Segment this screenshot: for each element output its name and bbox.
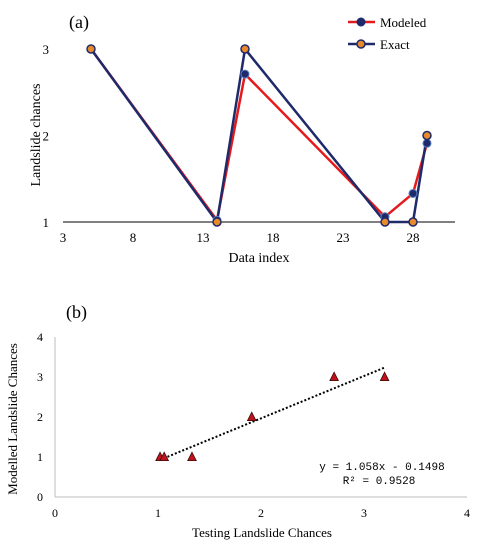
y-tick-label: 3 xyxy=(37,370,43,384)
chart-b-y-axis-label: Modelled Landslide Chances xyxy=(5,343,20,495)
legend-modeled-marker xyxy=(356,17,366,27)
y-tick-label: 2 xyxy=(37,410,43,424)
trendline-equation: y = 1.058x - 0.1498 xyxy=(319,462,444,474)
x-tick-label: 4 xyxy=(464,506,470,520)
x-tick-label: 1 xyxy=(155,506,161,520)
point-exact xyxy=(408,217,418,227)
x-tick-label: 8 xyxy=(130,230,137,245)
panel-b-label: (b) xyxy=(66,302,87,323)
y-tick-label: 1 xyxy=(43,215,50,230)
point-modeled xyxy=(408,188,418,198)
chart-b: 0 1 2 3 4 0 1 2 3 4 xyxy=(37,330,470,520)
scatter-point xyxy=(187,451,197,462)
chart-a-y-axis-label: Landslide chances xyxy=(29,83,44,186)
chart-b-x-axis-label: Testing Landslide Chances xyxy=(192,525,332,540)
scatter-point xyxy=(379,371,390,382)
trendline-r-squared: R² = 0.9528 xyxy=(343,476,416,488)
x-tick-label: 28 xyxy=(407,230,420,245)
chart-a-legend: Modeled Exact xyxy=(348,15,427,52)
scatter-point xyxy=(329,371,340,382)
point-exact xyxy=(380,217,390,227)
y-tick-label: 2 xyxy=(43,129,50,144)
x-tick-label: 0 xyxy=(52,506,58,520)
x-tick-label: 3 xyxy=(361,506,367,520)
x-tick-label: 13 xyxy=(197,230,210,245)
legend-exact-marker xyxy=(356,39,366,49)
point-modeled xyxy=(422,138,432,148)
x-tick-label: 2 xyxy=(258,506,264,520)
y-tick-label: 0 xyxy=(37,490,43,504)
trendline xyxy=(159,366,385,461)
y-tick-label: 1 xyxy=(37,450,43,464)
x-tick-label: 18 xyxy=(267,230,280,245)
y-tick-label: 3 xyxy=(43,42,50,57)
panel-a-label: (a) xyxy=(69,12,89,33)
point-exact xyxy=(240,44,250,54)
point-exact xyxy=(86,44,96,54)
series-line-modeled xyxy=(89,48,429,224)
legend-modeled-label: Modeled xyxy=(380,15,427,30)
point-modeled xyxy=(240,69,250,79)
scatter-point xyxy=(159,451,170,462)
series-line-exact xyxy=(89,46,429,226)
x-tick-label: 23 xyxy=(337,230,350,245)
point-exact xyxy=(422,130,432,141)
chart-a-x-axis-label: Data index xyxy=(228,251,289,266)
legend-exact-label: Exact xyxy=(380,37,410,52)
point-exact xyxy=(212,217,222,227)
x-tick-label: 3 xyxy=(60,230,67,245)
y-tick-label: 4 xyxy=(37,330,43,344)
scatter-point xyxy=(246,411,257,422)
